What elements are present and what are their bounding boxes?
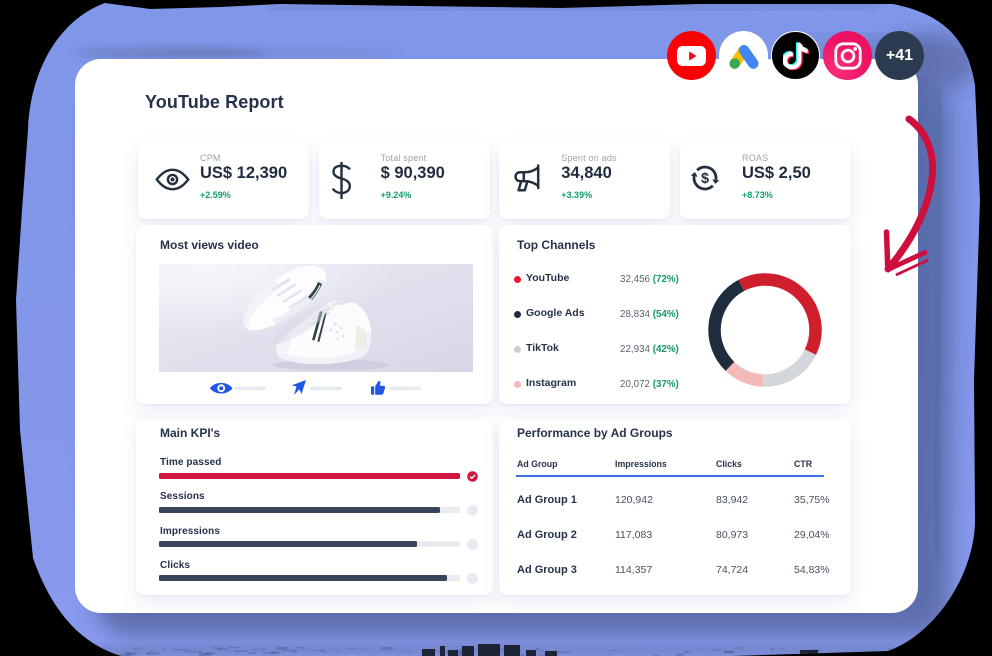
svg-text:$: $ (701, 171, 709, 187)
